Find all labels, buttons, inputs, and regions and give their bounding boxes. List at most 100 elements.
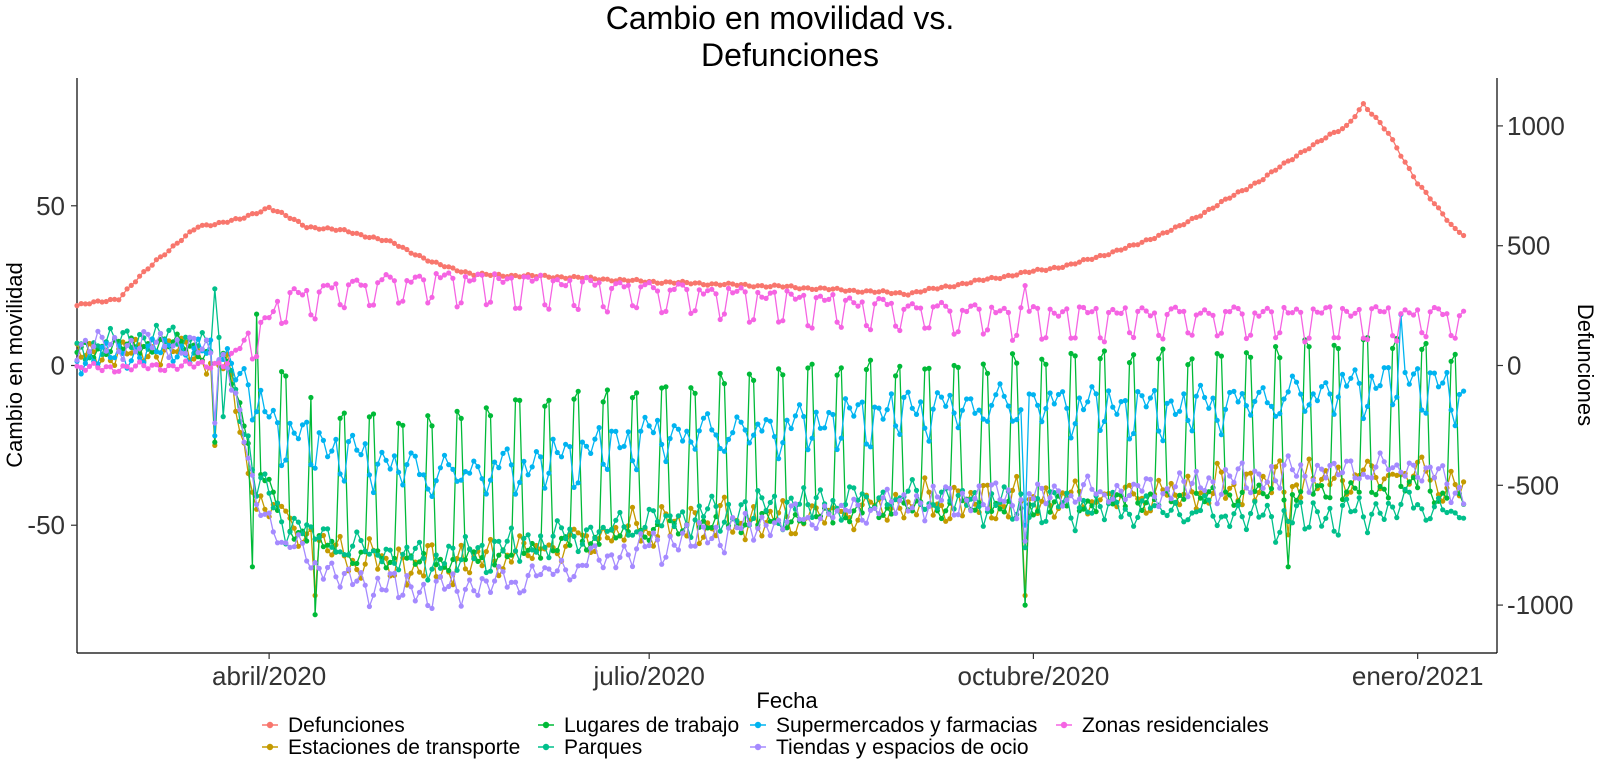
data-point <box>170 343 176 349</box>
data-point <box>542 272 548 278</box>
data-point <box>1097 427 1103 433</box>
data-point <box>1218 432 1224 438</box>
data-point <box>124 286 130 292</box>
data-point <box>1114 492 1120 498</box>
data-point <box>1055 504 1062 510</box>
data-point <box>776 456 782 462</box>
data-point <box>1394 515 1400 521</box>
series-zonas-residenciales <box>74 270 1467 375</box>
data-point <box>642 544 648 550</box>
data-point <box>1143 510 1149 516</box>
data-point <box>617 533 623 539</box>
data-point <box>308 224 314 230</box>
data-point <box>1172 224 1178 230</box>
data-point <box>1344 458 1350 464</box>
data-point <box>1076 259 1082 265</box>
data-point <box>930 406 936 412</box>
data-point <box>1172 499 1178 505</box>
data-point <box>629 532 636 538</box>
data-point <box>968 280 974 286</box>
data-point <box>199 330 205 336</box>
data-point <box>308 462 314 468</box>
data-point <box>1243 471 1249 477</box>
data-point <box>604 528 611 534</box>
data-point <box>1039 485 1045 491</box>
data-point <box>1306 489 1312 495</box>
data-point <box>771 282 778 288</box>
data-point <box>571 526 577 532</box>
data-point <box>989 402 995 408</box>
data-point <box>1097 356 1103 362</box>
data-point <box>1373 464 1379 470</box>
data-point <box>270 529 276 535</box>
data-point <box>734 282 740 288</box>
data-point <box>1348 489 1354 495</box>
data-point <box>237 407 243 413</box>
data-point <box>550 436 556 442</box>
data-point <box>178 350 184 356</box>
data-point <box>1256 514 1262 520</box>
data-point <box>792 511 799 518</box>
data-point <box>1014 417 1020 423</box>
data-point <box>1461 501 1467 507</box>
data-point <box>1068 515 1074 521</box>
data-point <box>851 496 857 502</box>
data-point <box>212 286 218 292</box>
data-point <box>333 574 339 580</box>
data-point <box>796 501 803 507</box>
data-point <box>1427 464 1433 470</box>
data-point <box>558 557 565 563</box>
data-point <box>333 436 339 442</box>
data-point <box>642 524 648 530</box>
data-point <box>913 512 920 518</box>
data-point <box>1277 355 1283 361</box>
data-point <box>1339 305 1346 312</box>
data-point <box>1143 476 1149 482</box>
data-point <box>717 316 723 323</box>
data-point <box>1268 463 1275 470</box>
data-point <box>408 584 414 590</box>
data-point <box>1248 332 1254 338</box>
data-point <box>166 362 172 369</box>
data-point <box>74 363 80 369</box>
data-point <box>1193 312 1199 318</box>
data-point <box>350 581 356 588</box>
data-point <box>1043 405 1049 412</box>
data-point <box>905 292 911 298</box>
data-point <box>717 370 723 377</box>
data-point <box>638 428 644 434</box>
data-point <box>1252 180 1258 186</box>
data-point <box>1348 509 1354 515</box>
data-point <box>838 517 844 523</box>
data-point <box>984 276 991 282</box>
data-point <box>684 522 690 528</box>
data-point <box>517 479 523 485</box>
data-point <box>195 354 201 360</box>
data-point <box>404 462 410 468</box>
data-point <box>362 548 368 554</box>
data-point <box>1302 526 1308 532</box>
data-point <box>487 477 494 483</box>
data-point <box>834 508 840 514</box>
data-point <box>980 482 986 489</box>
data-point <box>1264 494 1270 500</box>
data-point <box>1139 393 1145 399</box>
data-point <box>650 508 657 514</box>
data-point <box>993 502 999 508</box>
data-point <box>926 285 932 291</box>
data-point <box>813 286 819 292</box>
data-point <box>705 540 711 546</box>
data-point <box>274 500 281 506</box>
data-point <box>291 544 297 550</box>
data-point <box>788 425 794 432</box>
data-point <box>329 285 335 291</box>
data-point <box>391 560 397 566</box>
data-point <box>738 525 744 532</box>
data-point <box>274 540 281 546</box>
data-point <box>817 293 824 299</box>
data-point <box>1452 510 1458 516</box>
data-point <box>1377 119 1383 126</box>
data-point <box>1051 264 1057 270</box>
data-point <box>450 265 456 271</box>
data-point <box>1197 382 1204 388</box>
